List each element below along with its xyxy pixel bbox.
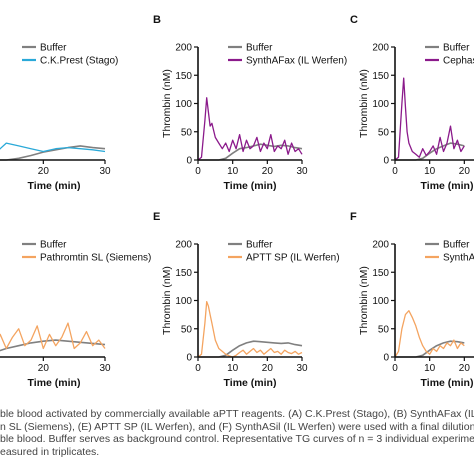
pc-y-axis-label: Thrombin (nM) bbox=[358, 69, 370, 138]
pe-y-tick-label-0: 0 bbox=[186, 353, 192, 364]
pc-legend-label-1: Cephaso bbox=[443, 56, 474, 67]
pf-legend-label-0: Buffer bbox=[443, 240, 470, 251]
pa-legend-label-0: Buffer bbox=[40, 43, 67, 54]
pe-x-tick-label-1: 10 bbox=[227, 363, 239, 374]
pc-x-tick-label-1: 10 bbox=[424, 166, 436, 177]
pf-x-tick-label-2: 20 bbox=[459, 363, 471, 374]
pa-legend-label-1: C.K.Prest (Stago) bbox=[40, 56, 118, 67]
pd-series-reagent-line bbox=[0, 322, 106, 350]
pa-x-tick-label-1: 20 bbox=[38, 166, 50, 177]
pc-x-tick-label-0: 0 bbox=[392, 166, 398, 177]
pc-x-tick-label-2: 20 bbox=[459, 166, 471, 177]
pf-legend-label-1: SynthASi bbox=[443, 253, 474, 264]
pb-x-tick-label-1: 10 bbox=[227, 166, 239, 177]
pa-x-tick-label-2: 30 bbox=[99, 166, 111, 177]
pe-x-tick-label-0: 0 bbox=[195, 363, 201, 374]
pb-y-tick-label-2: 100 bbox=[175, 99, 192, 110]
pf-y-tick-label-1: 50 bbox=[378, 324, 390, 335]
pa-series-reagent-line bbox=[0, 142, 106, 153]
pf-panel-label: F bbox=[350, 211, 357, 223]
pa-x-axis-label: Time (min) bbox=[28, 180, 81, 192]
pf-x-tick-label-1: 10 bbox=[424, 363, 436, 374]
pc-x-axis-label: Time (min) bbox=[421, 180, 474, 192]
pb-x-axis-label: Time (min) bbox=[224, 180, 277, 192]
pb-legend-label-1: SynthAFax (IL Werfen) bbox=[246, 56, 347, 67]
pc-y-tick-label-1: 50 bbox=[378, 127, 390, 138]
pf-y-axis-label: Thrombin (nM) bbox=[358, 266, 370, 335]
pb-y-tick-label-1: 50 bbox=[181, 127, 193, 138]
pc-y-tick-label-3: 150 bbox=[372, 71, 389, 82]
pe-y-tick-label-2: 100 bbox=[175, 296, 192, 307]
pd-x-tick-label-2: 30 bbox=[99, 363, 111, 374]
pc-y-tick-label-4: 200 bbox=[372, 43, 389, 54]
pf-y-tick-label-3: 150 bbox=[372, 268, 389, 279]
pd-legend-label-1: Pathromtin SL (Siemens) bbox=[40, 253, 151, 264]
pe-x-tick-label-2: 20 bbox=[262, 363, 274, 374]
pe-y-tick-label-1: 50 bbox=[181, 324, 193, 335]
pc-legend-label-0: Buffer bbox=[443, 43, 470, 54]
pc-y-tick-label-0: 0 bbox=[383, 156, 389, 167]
pb-y-tick-label-0: 0 bbox=[186, 156, 192, 167]
pb-x-tick-label-2: 20 bbox=[262, 166, 274, 177]
pe-y-tick-label-4: 200 bbox=[175, 240, 192, 251]
pf-x-axis-label: Time (min) bbox=[421, 377, 474, 389]
caption-line-2: n SL (Siemens), (E) APTT SP (IL Werfen),… bbox=[0, 420, 474, 433]
pb-panel-label: B bbox=[153, 14, 161, 26]
pb-x-tick-label-3: 30 bbox=[296, 166, 308, 177]
pe-legend-label-0: Buffer bbox=[246, 240, 273, 251]
pc-y-tick-label-2: 100 bbox=[372, 99, 389, 110]
pe-x-tick-label-3: 30 bbox=[296, 363, 308, 374]
caption-line-1: ble blood activated by commercially avai… bbox=[0, 408, 474, 420]
pe-series-buffer-line bbox=[198, 340, 303, 358]
panel-f: F 0 50 100 150 200 Thrombin (nM) 0 10 20 Time (min… bbox=[350, 211, 474, 389]
pb-y-tick-label-4: 200 bbox=[175, 43, 192, 54]
caption-line-3: ble blood. Buffer serves as background c… bbox=[0, 433, 474, 445]
pf-y-tick-label-0: 0 bbox=[383, 353, 389, 364]
figure-caption: ble blood activated by commercially avai… bbox=[0, 408, 474, 458]
pd-legend-label-0: Buffer bbox=[40, 240, 67, 251]
pb-series-reagent-line bbox=[197, 97, 303, 161]
pe-panel-label: E bbox=[153, 211, 160, 223]
pb-x-tick-label-0: 0 bbox=[195, 166, 201, 177]
panel-e: E 0 50 100 150 200 Thrombin (nM) 0 10 20 30 Time (m… bbox=[153, 211, 340, 389]
pd-x-tick-label-1: 20 bbox=[38, 363, 50, 374]
pb-y-tick-label-3: 150 bbox=[175, 71, 192, 82]
pc-series-reagent-line bbox=[394, 77, 465, 161]
pa-series-buffer-line bbox=[0, 145, 106, 161]
pf-series-reagent-line bbox=[394, 310, 465, 358]
pb-legend-label-0: Buffer bbox=[246, 43, 273, 54]
caption-line-4: easured in triplicates. bbox=[0, 445, 100, 458]
pb-y-axis-label: Thrombin (nM) bbox=[161, 69, 173, 138]
pe-x-axis-label: Time (min) bbox=[224, 377, 277, 389]
pf-y-tick-label-2: 100 bbox=[372, 296, 389, 307]
pf-y-tick-label-4: 200 bbox=[372, 240, 389, 251]
pe-legend-label-1: APTT SP (IL Werfen) bbox=[246, 253, 340, 264]
pd-series-buffer-line bbox=[0, 339, 106, 352]
pe-y-axis-label: Thrombin (nM) bbox=[161, 266, 173, 335]
pd-x-axis-label: Time (min) bbox=[28, 377, 81, 389]
pc-panel-label: C bbox=[350, 14, 358, 26]
panel-b: B 0 50 100 150 200 Thrombin (nM) 0 10 20 30 Time (m… bbox=[153, 14, 347, 192]
panel-c: C 0 50 100 150 200 Thrombin (nM) 0 10 20 Time (min… bbox=[350, 14, 474, 192]
pf-x-tick-label-0: 0 bbox=[392, 363, 398, 374]
pe-y-tick-label-3: 150 bbox=[175, 268, 192, 279]
pe-series-reagent-line bbox=[197, 300, 303, 358]
